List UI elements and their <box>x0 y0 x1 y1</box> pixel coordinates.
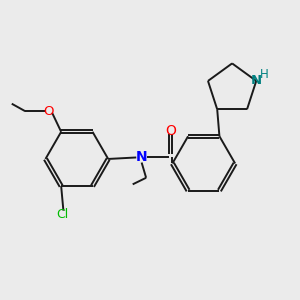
Text: N: N <box>251 74 262 87</box>
Text: O: O <box>166 124 176 138</box>
Text: N: N <box>136 151 148 164</box>
Text: H: H <box>260 68 269 81</box>
Text: Cl: Cl <box>56 208 69 221</box>
Text: O: O <box>43 105 54 118</box>
